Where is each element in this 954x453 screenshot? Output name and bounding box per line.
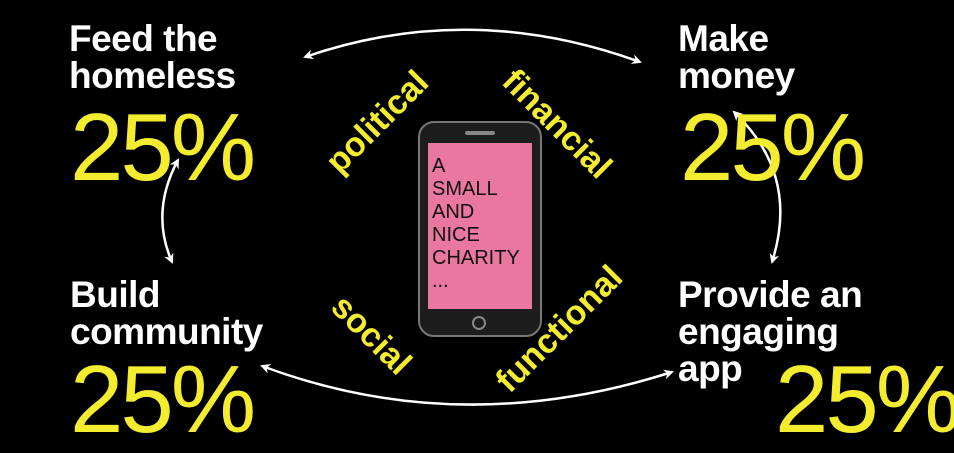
- goal-feed-percent: 25%: [70, 94, 256, 201]
- screen-line: NICE: [432, 224, 480, 246]
- arrow-bottom: [260, 364, 674, 406]
- phone-illustration: A SMALL AND NICE CHARITY ...: [418, 121, 542, 337]
- goal-app-line2: engaging: [678, 311, 839, 352]
- goal-community-percent: 25%: [70, 346, 256, 453]
- goal-feed-label: Feed the homeless: [69, 20, 236, 94]
- screen-line: ...: [432, 270, 449, 292]
- goal-community-label: Build community: [70, 276, 263, 350]
- arrow-left: [161, 158, 180, 264]
- goal-feed-line2: homeless: [69, 55, 236, 96]
- goal-app-label: Provide an engaging app: [678, 274, 863, 389]
- screen-line: A: [432, 155, 446, 177]
- goal-money-label: Make money: [678, 20, 795, 94]
- goal-app-line1: Provide an: [678, 274, 863, 315]
- goal-feed-line1: Feed the: [69, 18, 218, 59]
- phone-home-button: [472, 316, 486, 330]
- screen-line: AND: [432, 201, 475, 223]
- goal-money-percent: 25%: [680, 94, 866, 201]
- phone-screen-text: A SMALL AND NICE CHARITY ...: [432, 155, 520, 293]
- arrow-top: [303, 28, 642, 64]
- goal-money-line1: Make: [678, 18, 769, 59]
- screen-line: CHARITY: [432, 247, 520, 269]
- screen-line: SMALL: [432, 178, 498, 200]
- arrow-right: [732, 110, 782, 264]
- goal-money-line2: money: [678, 55, 795, 96]
- phone-screen: A SMALL AND NICE CHARITY ...: [428, 143, 532, 309]
- goal-community-line1: Build: [70, 274, 160, 315]
- goal-app-line3: app: [678, 348, 743, 389]
- goal-app-percent: 25%: [775, 346, 954, 453]
- goal-community-line2: community: [70, 311, 263, 352]
- phone-speaker: [465, 131, 495, 135]
